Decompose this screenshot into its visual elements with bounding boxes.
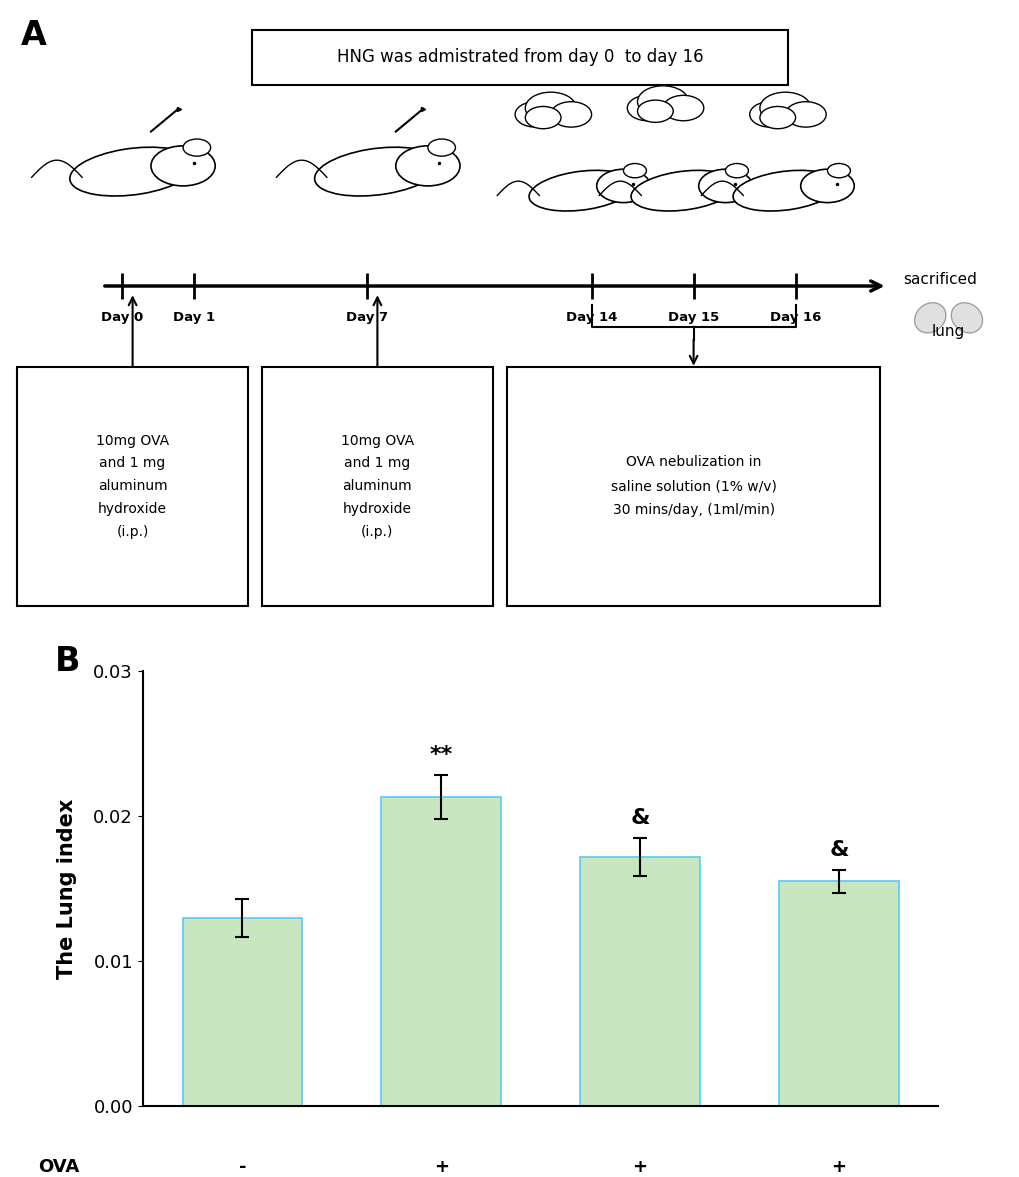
Bar	[580, 857, 699, 1106]
Ellipse shape	[914, 302, 945, 333]
Circle shape	[515, 101, 555, 127]
Text: +: +	[433, 1158, 448, 1176]
Circle shape	[525, 92, 576, 124]
Ellipse shape	[951, 302, 981, 333]
Circle shape	[698, 169, 752, 202]
Ellipse shape	[69, 147, 196, 197]
Bar	[381, 797, 500, 1106]
Ellipse shape	[529, 171, 633, 211]
FancyBboxPatch shape	[506, 367, 879, 606]
Circle shape	[662, 95, 703, 121]
Circle shape	[596, 169, 650, 202]
Text: +: +	[632, 1158, 647, 1176]
Text: lung: lung	[931, 324, 964, 339]
Circle shape	[395, 146, 460, 186]
Circle shape	[637, 100, 673, 122]
Circle shape	[749, 101, 790, 127]
Text: Day 15: Day 15	[667, 312, 718, 325]
Text: &: &	[828, 839, 848, 859]
Circle shape	[428, 139, 455, 157]
Y-axis label: The Lung index: The Lung index	[57, 798, 76, 979]
Circle shape	[550, 101, 591, 127]
Text: Day 14: Day 14	[566, 312, 616, 325]
Bar	[182, 918, 302, 1106]
Circle shape	[800, 169, 854, 202]
Text: 10mg OVA
and 1 mg
aluminum
hydroxide
(i.p.): 10mg OVA and 1 mg aluminum hydroxide (i.…	[340, 433, 414, 539]
Text: &: &	[630, 807, 649, 827]
Circle shape	[785, 101, 825, 127]
Text: A: A	[20, 19, 46, 52]
Text: OVA nebulization in
saline solution (1% w/v)
30 mins/day, (1ml/min): OVA nebulization in saline solution (1% …	[610, 455, 775, 517]
FancyBboxPatch shape	[252, 29, 788, 85]
Circle shape	[183, 139, 211, 157]
Text: sacrificed: sacrificed	[902, 272, 975, 287]
Text: **: **	[429, 745, 452, 765]
Bar	[779, 882, 898, 1106]
Text: HNG was admistrated from day 0  to day 16: HNG was admistrated from day 0 to day 16	[336, 48, 703, 66]
Text: OVA: OVA	[38, 1158, 79, 1176]
Circle shape	[627, 95, 667, 121]
Circle shape	[759, 106, 795, 128]
Text: Day 16: Day 16	[769, 312, 820, 325]
Text: B: B	[55, 645, 81, 678]
FancyBboxPatch shape	[262, 367, 492, 606]
Circle shape	[725, 164, 748, 178]
Text: Day 1: Day 1	[172, 312, 215, 325]
Ellipse shape	[631, 171, 735, 211]
Text: 10mg OVA
and 1 mg
aluminum
hydroxide
(i.p.): 10mg OVA and 1 mg aluminum hydroxide (i.…	[96, 433, 169, 539]
Circle shape	[623, 164, 646, 178]
Ellipse shape	[314, 147, 440, 197]
FancyBboxPatch shape	[17, 367, 248, 606]
Text: Day 7: Day 7	[345, 312, 388, 325]
Text: +: +	[830, 1158, 846, 1176]
Circle shape	[525, 106, 560, 128]
Text: -: -	[238, 1158, 246, 1176]
Circle shape	[759, 92, 810, 124]
Circle shape	[637, 86, 688, 118]
Circle shape	[151, 146, 215, 186]
Ellipse shape	[733, 171, 837, 211]
Text: Day 0: Day 0	[101, 312, 144, 325]
Circle shape	[826, 164, 850, 178]
